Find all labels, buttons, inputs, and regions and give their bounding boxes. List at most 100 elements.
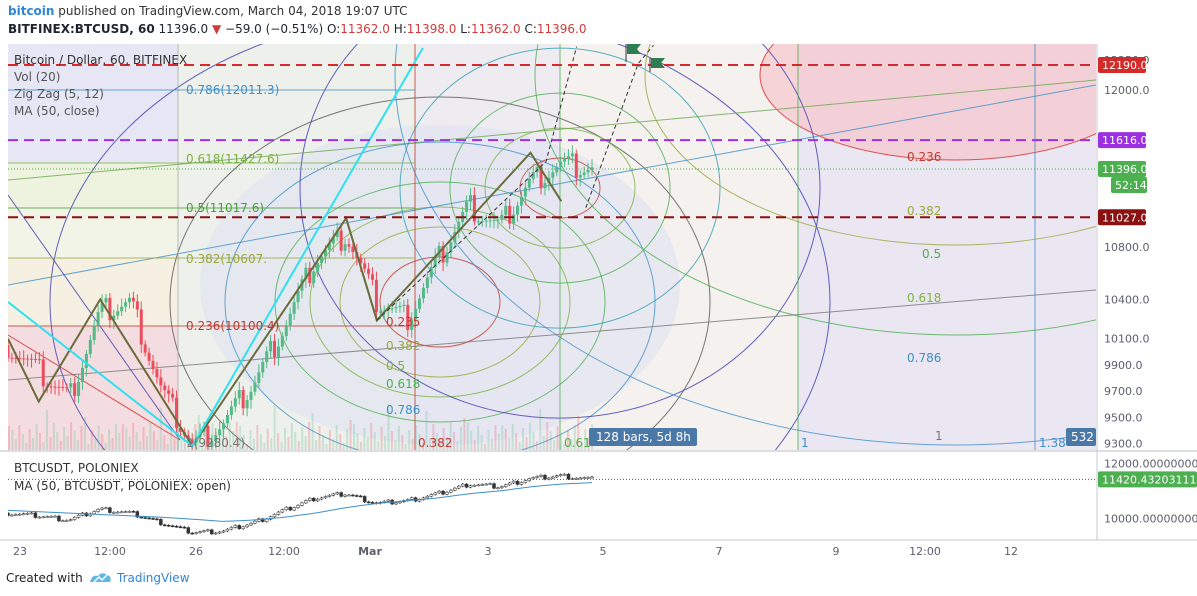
- sub-candle-body: [433, 492, 437, 495]
- sub-candle-body: [76, 514, 81, 518]
- volume-bar: [442, 428, 445, 450]
- sub-candle-body: [535, 476, 539, 478]
- candle-body: [351, 246, 355, 253]
- sub-candle-body: [280, 509, 285, 513]
- sub-candle-body: [100, 507, 104, 510]
- candle-body: [73, 383, 77, 396]
- tradingview-link[interactable]: TradingView: [117, 571, 190, 585]
- candle-body: [190, 439, 194, 443]
- fib-circle: [169, 96, 711, 450]
- time-tick: 3: [485, 545, 492, 558]
- volume-bar: [511, 424, 514, 450]
- sub-candle-body: [523, 480, 528, 483]
- volume-bar: [359, 442, 362, 450]
- candle-body: [488, 220, 492, 222]
- created-with: Created with: [6, 571, 83, 585]
- price-axis[interactable]: 12000.0 10800.0 10400.0 10100.0 9900.0 9700.0…: [1104, 54, 1197, 526]
- volume-bar: [535, 441, 538, 450]
- price-tick: 10100.0: [1104, 333, 1150, 346]
- volume-bar: [280, 442, 283, 450]
- volume-bar: [446, 437, 449, 450]
- sub-legend-symbol: BTCUSDT, POLONIEX: [14, 461, 139, 475]
- sub-candle-body: [441, 490, 445, 495]
- candle-body: [363, 263, 367, 269]
- price-tag-label: 12190.0: [1102, 59, 1148, 72]
- candle-body: [402, 304, 406, 306]
- candle-body: [394, 307, 398, 309]
- volume-bar: [560, 435, 562, 450]
- flag-icon[interactable]: [625, 44, 641, 62]
- volume-bar: [373, 432, 376, 450]
- sub-legend-ma[interactable]: MA (50, BTCUSDT, POLONIEX: open): [14, 479, 231, 493]
- legend-title: Bitcoin / Dollar, 60, BITFINEX: [14, 53, 187, 67]
- candle-body: [574, 153, 578, 178]
- candle-body: [578, 175, 582, 178]
- candle-body: [96, 311, 100, 326]
- price-tag-label: 11396.0: [1102, 163, 1148, 176]
- candle-body: [582, 172, 586, 176]
- legend-vol[interactable]: Vol (20): [14, 70, 60, 84]
- volume-bar: [522, 428, 525, 450]
- fib-center-label: 0.235: [386, 315, 420, 329]
- author-name[interactable]: bitcoin: [8, 4, 55, 18]
- sub-candle-body: [370, 502, 375, 504]
- candle-body: [84, 353, 88, 368]
- sub-candle-body: [225, 528, 230, 532]
- candle-body: [41, 359, 45, 387]
- volume-bar: [287, 437, 290, 450]
- sub-candle-body: [347, 494, 351, 497]
- sub-candle-body: [586, 477, 590, 479]
- horizontal-levels[interactable]: [8, 63, 1096, 219]
- candle-body: [527, 178, 531, 188]
- volume-bar: [52, 423, 55, 450]
- volume-bar: [428, 438, 431, 450]
- sub-candle-body: [558, 474, 563, 477]
- candle-body: [159, 377, 163, 386]
- time-tick: 9: [833, 545, 840, 558]
- volume-bar: [456, 441, 459, 450]
- sub-candle-body: [229, 527, 234, 530]
- time-axis[interactable]: 23 12:00 26 12:00 Mar 3 5 7 9 12:00 12: [13, 545, 1018, 558]
- candle-body: [519, 196, 523, 206]
- flag-icon-2[interactable]: [649, 58, 665, 72]
- volume-bar: [504, 429, 507, 450]
- sub-legend: BTCUSDT, POLONIEX MA (50, BTCUSDT, POLON…: [14, 461, 231, 493]
- tradingview-logo-icon[interactable]: [88, 569, 112, 585]
- volume-bar: [235, 422, 238, 450]
- price-chart[interactable]: 0.786(12011.3) 0.618(11427.6) 0.5(11017.6)…: [0, 40, 1197, 562]
- legend-zigzag[interactable]: Zig Zag (5, 12): [14, 87, 104, 101]
- volume-bar: [59, 441, 62, 450]
- sub-candle-body: [582, 477, 586, 479]
- sub-candle-body: [315, 498, 320, 502]
- volume-bar: [563, 444, 566, 450]
- candle-body: [30, 358, 34, 360]
- candle-body: [80, 367, 84, 382]
- price-tags: 12190.0 11616.0 11396.0 52:14 11027.0 11420.4…: [1098, 56, 1197, 488]
- volume-bar: [459, 427, 462, 450]
- sub-candle-body: [139, 516, 144, 519]
- volume-bar: [252, 439, 255, 450]
- volume-bar: [425, 411, 428, 450]
- volume-bar: [25, 443, 28, 450]
- sub-candle-body: [531, 477, 535, 480]
- sub-candle-body: [276, 511, 281, 515]
- volume-bar: [77, 440, 79, 450]
- candle-body: [555, 167, 559, 173]
- candle-body: [516, 205, 520, 215]
- candle-body: [124, 302, 128, 307]
- candle-body: [237, 389, 241, 399]
- sub-candle-body: [511, 480, 516, 484]
- sub-candle-body: [394, 502, 398, 505]
- volume-bar: [39, 433, 42, 450]
- fib-circle: [379, 256, 501, 348]
- legend-ma[interactable]: MA (50, close): [14, 104, 100, 118]
- volume-bar: [149, 422, 152, 450]
- volume-bar: [487, 430, 490, 450]
- sub-pane[interactable]: [7, 453, 1097, 539]
- sub-candle-body: [331, 493, 336, 496]
- sub-candle-body: [53, 515, 57, 518]
- price-tick: 10400.0: [1104, 293, 1150, 306]
- volume-bar: [584, 429, 587, 450]
- candle-body: [69, 383, 73, 388]
- fib-fan-line: [8, 194, 181, 441]
